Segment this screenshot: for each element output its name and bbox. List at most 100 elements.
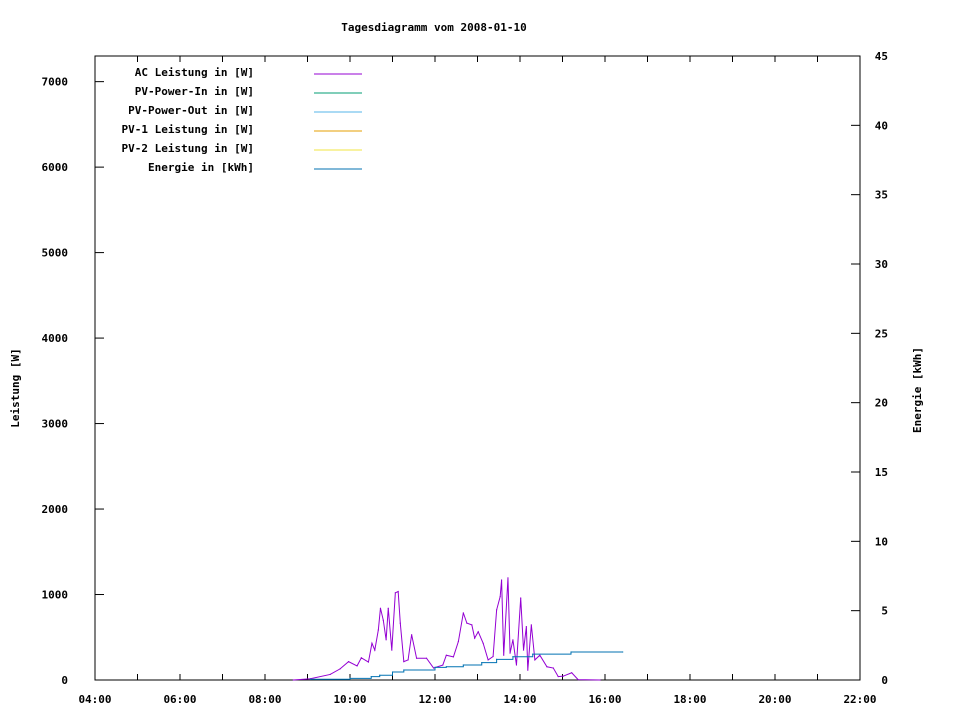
y2-tick-label: 20 — [875, 397, 888, 410]
data-point — [403, 669, 405, 671]
y2-tick-label: 5 — [881, 605, 888, 618]
data-point — [466, 622, 468, 624]
data-point — [462, 664, 464, 666]
y2-tick-label: 15 — [875, 466, 888, 479]
data-point — [522, 649, 525, 651]
x-tick-label: 18:00 — [673, 693, 706, 706]
y-axis-label: Leistung [W] — [9, 348, 22, 427]
data-point — [474, 637, 476, 639]
data-point — [562, 675, 564, 677]
data-point — [425, 657, 428, 659]
data-point — [622, 651, 624, 653]
data-point — [530, 624, 532, 626]
data-point — [399, 622, 401, 624]
legend-label: PV-Power-In in [W] — [135, 85, 254, 98]
data-point — [377, 629, 379, 631]
x-tick-label: 04:00 — [78, 693, 111, 706]
data-point — [462, 612, 464, 614]
data-point — [442, 664, 444, 666]
x-tick-label: 16:00 — [588, 693, 621, 706]
x-tick-label: 22:00 — [843, 693, 876, 706]
legend-label: AC Leistung in [W] — [135, 66, 254, 79]
data-point — [371, 642, 373, 644]
data-point — [520, 597, 522, 599]
y2-tick-label: 30 — [875, 258, 888, 271]
data-point — [539, 654, 541, 656]
data-point — [432, 667, 435, 669]
data-point — [482, 642, 484, 644]
y-tick-label: 6000 — [42, 161, 69, 174]
data-point — [387, 607, 389, 609]
data-point — [379, 674, 381, 676]
x-tick-label: 20:00 — [758, 693, 791, 706]
y2-tick-label: 0 — [881, 674, 888, 687]
y2-axis-label: Energie [kWh] — [911, 347, 924, 433]
chart-title: Tagesdiagramm vom 2008-01-10 — [341, 21, 526, 34]
data-point — [379, 607, 382, 609]
data-point — [499, 596, 501, 598]
x-tick-label: 08:00 — [248, 693, 281, 706]
data-point — [434, 666, 436, 668]
data-point — [385, 639, 387, 641]
data-point — [492, 655, 494, 658]
data-point — [487, 659, 489, 661]
data-point — [496, 609, 498, 611]
data-point — [309, 678, 311, 680]
data-point — [356, 665, 358, 667]
data-point — [382, 619, 384, 621]
data-point — [360, 657, 362, 659]
data-point — [512, 639, 514, 641]
data-point — [457, 640, 459, 643]
y-tick-label: 5000 — [42, 247, 69, 260]
data-point — [339, 668, 341, 670]
data-point — [503, 654, 505, 656]
y-tick-label: 4000 — [42, 332, 69, 345]
data-point — [515, 664, 518, 666]
data-point — [349, 677, 351, 679]
data-point — [534, 659, 536, 661]
data-point — [599, 679, 601, 681]
data-point — [374, 649, 376, 651]
y2-tick-label: 25 — [875, 327, 888, 340]
data-point — [496, 658, 498, 660]
y-tick-label: 2000 — [42, 503, 69, 516]
y2-tick-label: 10 — [875, 535, 888, 548]
data-point — [532, 653, 534, 655]
data-point — [445, 654, 447, 656]
y2-tick-label: 35 — [875, 189, 888, 202]
data-point — [445, 666, 447, 668]
data-point — [391, 649, 393, 651]
data-point — [512, 656, 514, 658]
data-point — [394, 592, 396, 594]
data-point — [481, 662, 483, 664]
legend-label: PV-Power-Out in [W] — [128, 104, 254, 117]
x-tick-label: 10:00 — [333, 693, 366, 706]
y2-tick-label: 40 — [875, 119, 888, 132]
series-line-0 — [293, 577, 601, 681]
data-point — [507, 577, 509, 579]
data-point — [411, 634, 413, 636]
data-point — [407, 659, 409, 661]
data-point — [370, 676, 372, 678]
data-point — [292, 679, 294, 681]
data-point — [415, 657, 418, 659]
data-point — [546, 666, 548, 668]
legend-label: PV-1 Leistung in [W] — [122, 123, 254, 136]
legend-label: Energie in [kWh] — [148, 161, 254, 174]
y-tick-label: 3000 — [42, 418, 69, 431]
data-point — [557, 675, 559, 678]
data-point — [552, 667, 554, 669]
x-tick-label: 12:00 — [418, 693, 451, 706]
x-tick-label: 14:00 — [503, 693, 536, 706]
data-point — [347, 661, 350, 663]
data-point — [509, 652, 511, 654]
data-point — [403, 661, 405, 663]
data-point — [570, 651, 572, 653]
data-point — [329, 673, 331, 676]
data-point — [452, 656, 455, 658]
y-tick-label: 0 — [61, 674, 68, 687]
data-point — [571, 672, 573, 674]
data-point — [500, 579, 503, 581]
data-point — [471, 624, 473, 626]
